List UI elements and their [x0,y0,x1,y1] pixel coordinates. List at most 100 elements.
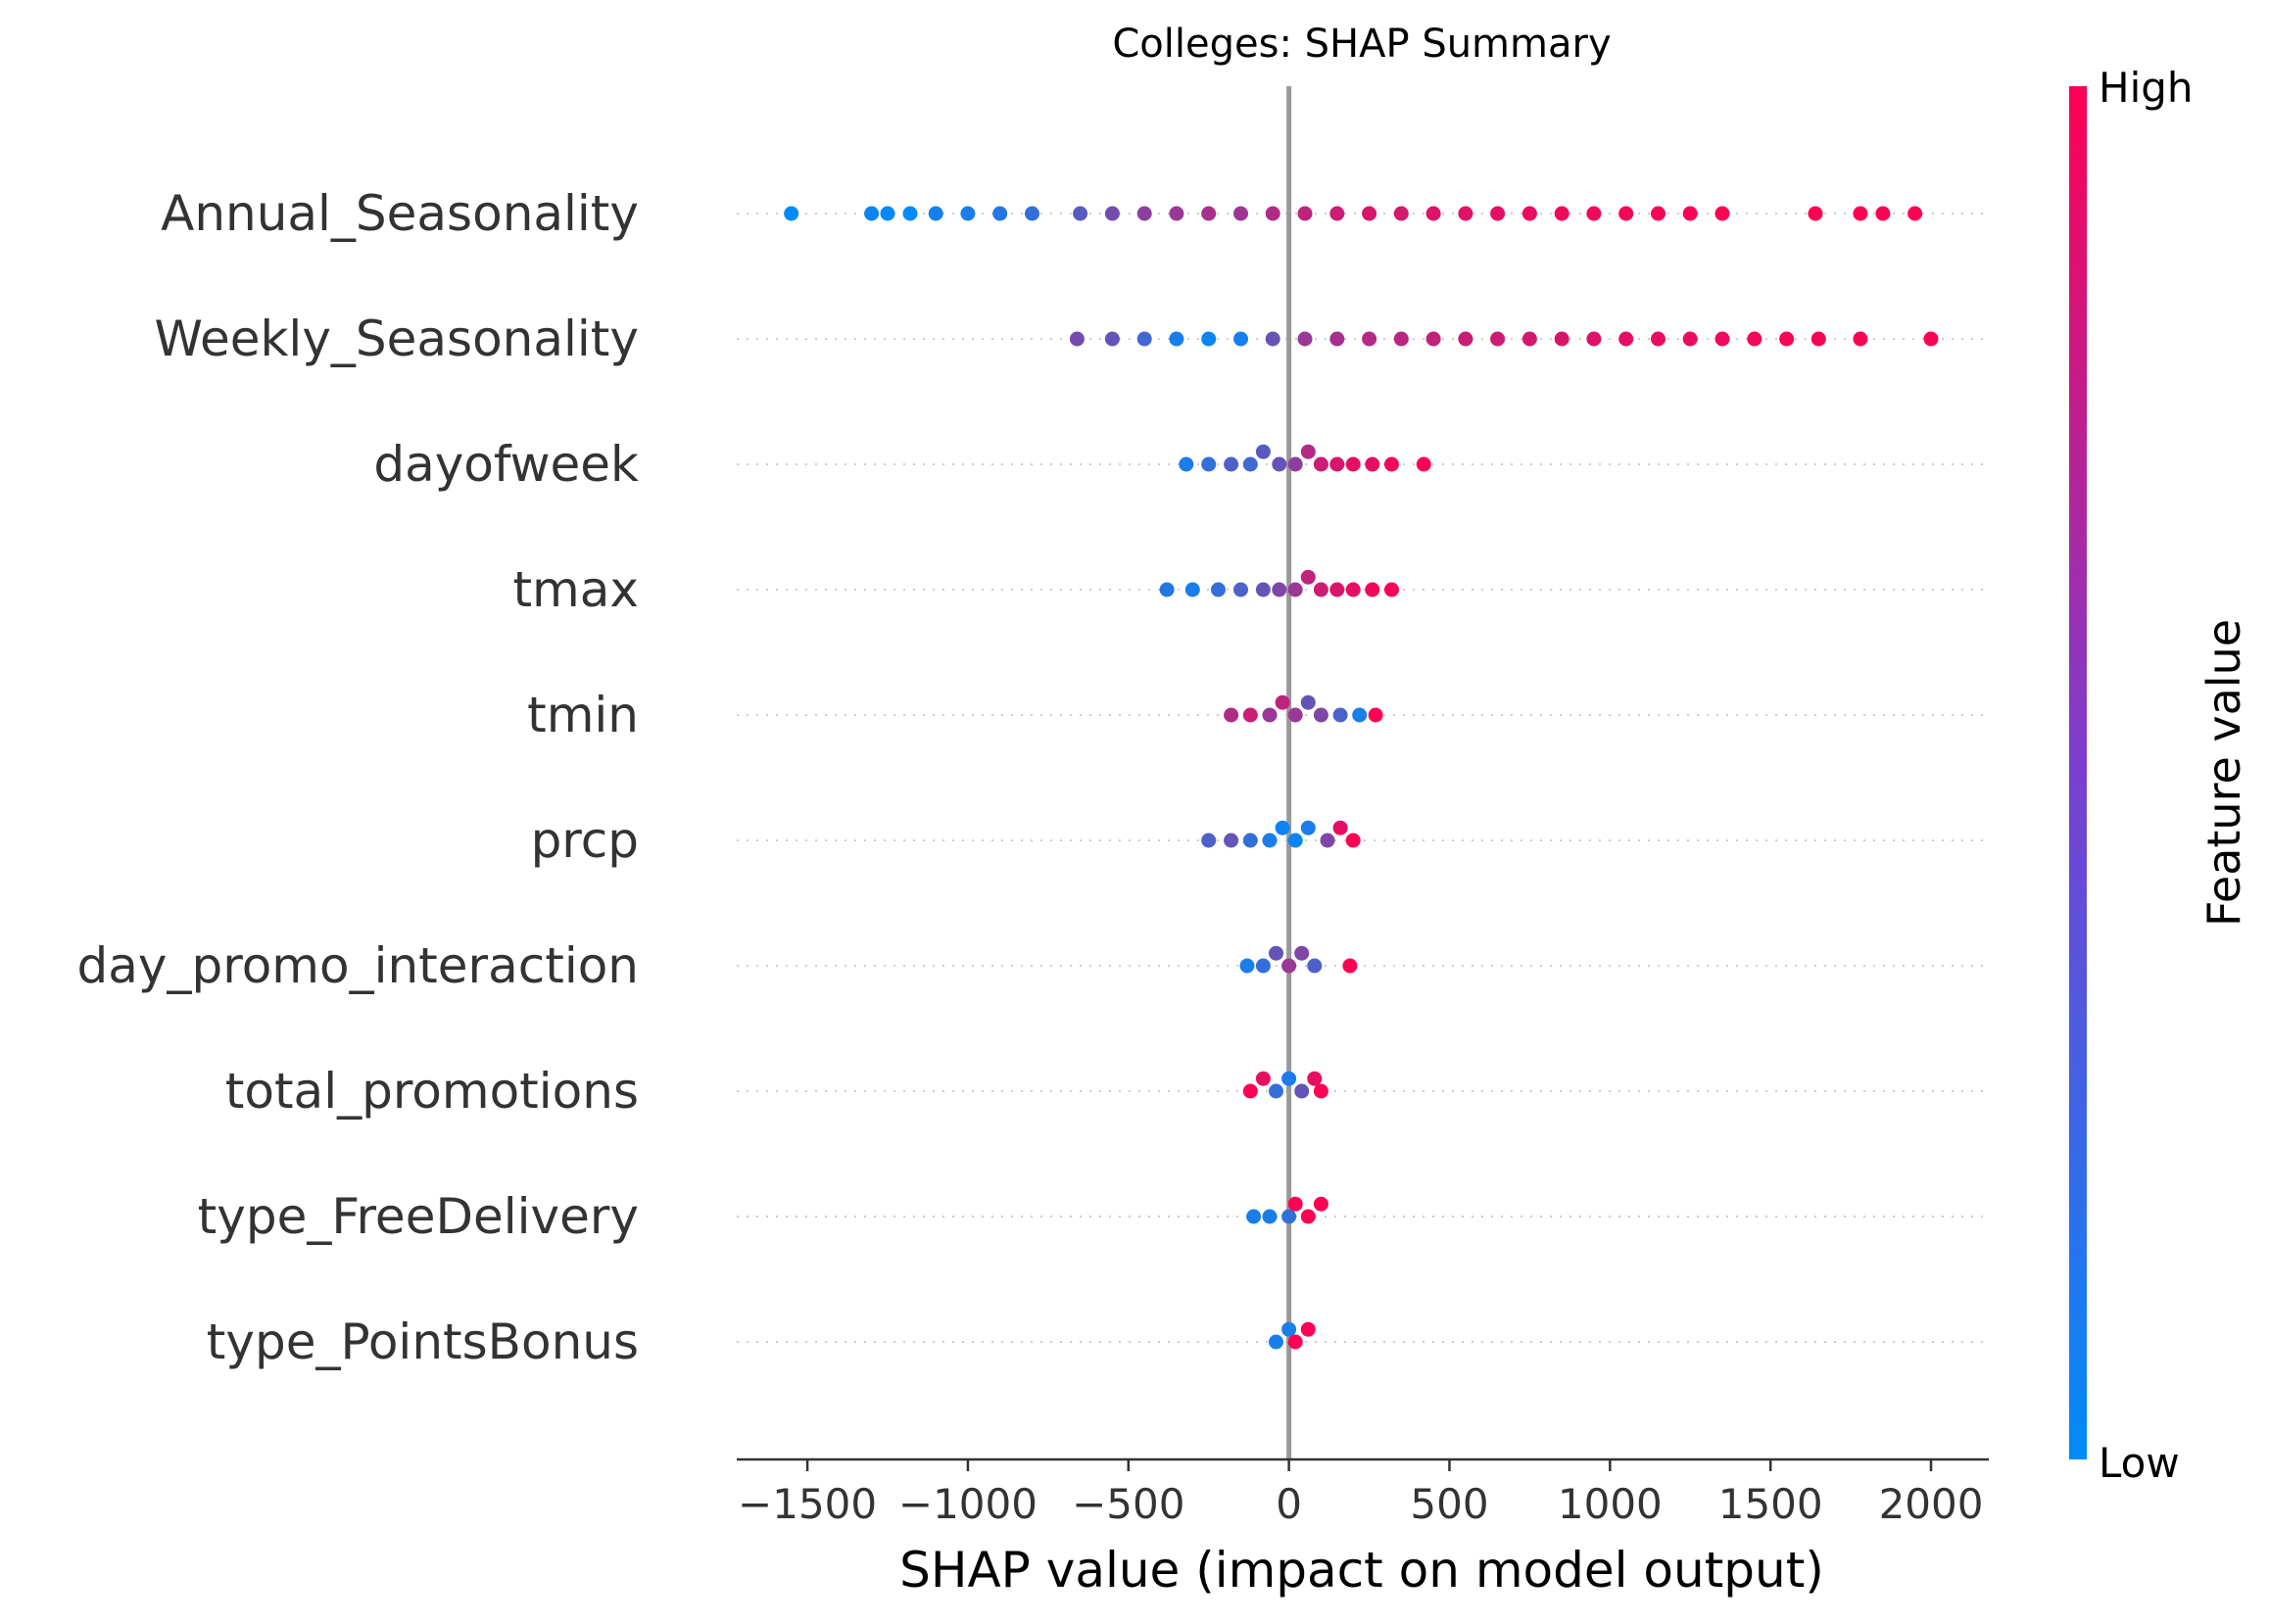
shap-point [1320,833,1335,848]
shap-point [880,206,895,221]
shap-point [960,206,976,221]
shap-point [1329,582,1345,597]
x-tick-label: −500 [1072,1480,1184,1528]
shap-point [1300,694,1316,710]
shap-point [1342,958,1358,974]
points-layer [784,206,1939,1350]
shap-point [1265,206,1280,221]
shap-point [1384,456,1399,472]
shap-point [1201,456,1217,472]
shap-point [1521,331,1537,347]
shap-point [1294,945,1310,961]
shap-point [784,206,799,221]
x-tick-label: −1000 [898,1480,1038,1528]
shap-point [1287,707,1303,723]
shap-point [1779,331,1795,347]
shap-point [1159,582,1175,597]
shap-point [1458,331,1473,347]
feature-label: tmin [527,687,639,743]
shap-point [1104,206,1120,221]
shap-point [1262,1209,1278,1224]
shap-point [1554,331,1569,347]
shap-point [1300,569,1316,585]
x-axis-label: SHAP value (impact on model output) [899,1542,1824,1599]
shap-point [1242,456,1258,472]
shap-point [1069,331,1085,347]
shap-point [1458,206,1473,221]
x-tick-label: 0 [1276,1480,1302,1528]
shap-point [1300,1321,1316,1337]
colorbar-high-label: High [2099,64,2194,112]
shap-point [1073,206,1088,221]
shap-point [1384,582,1399,597]
shap-point [1300,1209,1316,1224]
shap-point [1136,206,1152,221]
shap-point [1651,331,1666,347]
shap-point [1297,206,1313,221]
shap-point [1275,694,1290,710]
shap-point [1239,958,1255,974]
shap-point [1618,331,1634,347]
shap-point [1329,331,1345,347]
shap-point [1651,206,1666,221]
shap-point [1224,707,1239,723]
shap-point [1287,1334,1303,1350]
shap-point [1907,206,1923,221]
shap-point [1618,206,1634,221]
colorbar-low-label: Low [2099,1439,2180,1487]
shap-point [1104,331,1120,347]
shap-point [1169,331,1184,347]
feature-label: day_promo_interaction [77,937,639,994]
shap-point [1287,1196,1303,1212]
shap-point [1313,582,1328,597]
shap-point [1269,1083,1283,1099]
shap-point [1365,456,1380,472]
shap-point [1875,206,1891,221]
shap-point [1682,206,1698,221]
shap-point [1255,1071,1271,1086]
shap-point [1853,206,1868,221]
x-tick-label: 1500 [1718,1480,1823,1528]
shap-point [992,206,1008,221]
shap-point [1329,456,1345,472]
shap-point [1714,206,1730,221]
shap-point [1224,833,1239,848]
feature-label: dayofweek [373,436,639,493]
shap-point [1368,707,1383,723]
shap-point [1810,331,1826,347]
shap-point [1233,582,1248,597]
shap-point [1313,707,1328,723]
shap-point [1808,206,1823,221]
shap-point [1297,331,1313,347]
shap-point [1201,833,1217,848]
shap-point [1586,206,1602,221]
x-tick-label: 1000 [1558,1480,1663,1528]
feature-label: Annual_Seasonality [161,185,639,242]
shap-point [1345,456,1361,472]
shap-point [1393,206,1409,221]
shap-point [1281,958,1297,974]
x-tick-label: 500 [1410,1480,1488,1528]
shap-point [1262,833,1278,848]
shap-point [1281,1071,1297,1086]
shap-point [1233,331,1248,347]
shap-point [864,206,880,221]
colorbar-title: Feature value [2197,619,2250,927]
shap-point [1233,206,1248,221]
shap-point [1179,456,1194,472]
feature-label: prcp [531,812,639,869]
feature-label: type_PointsBonus [207,1314,639,1370]
shap-point [1425,331,1441,347]
shap-point [1255,582,1271,597]
colorbar [2069,86,2087,1459]
shap-point [1201,331,1217,347]
feature-label: type_FreeDelivery [198,1188,639,1245]
shap-point [1242,833,1258,848]
shap-point [902,206,918,221]
row-guides [737,213,1989,1343]
shap-point [1255,444,1271,459]
shap-point [1923,331,1939,347]
shap-point [1287,456,1303,472]
shap-point [1554,206,1569,221]
